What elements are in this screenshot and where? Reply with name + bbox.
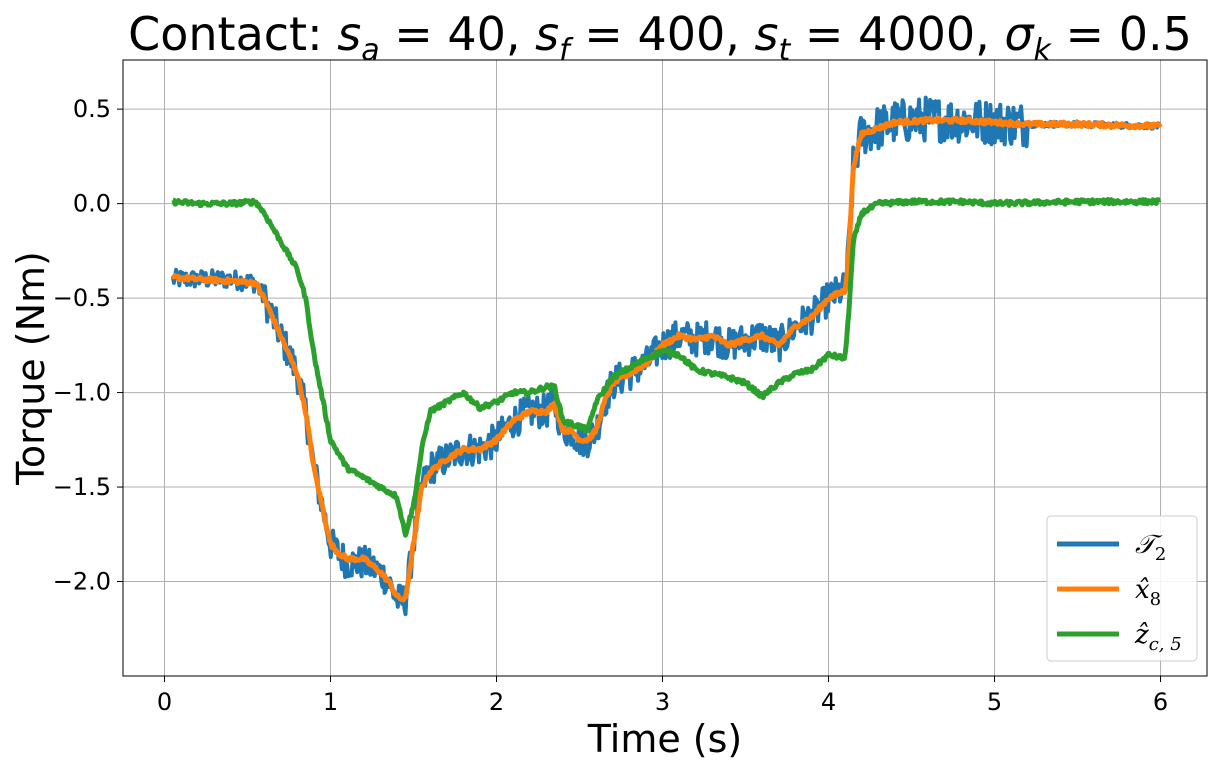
axis-ticks: 0 1 2 3 4 5 6 0.5 0.0 −0.5 −1.0 −1.5 −2.0 [53,95,1168,716]
grid [123,60,1207,676]
y-tick-label: −2.0 [53,568,111,596]
series-line-2 [170,115,1163,603]
x-axis-label: Time (s) [587,717,743,761]
series-line-3 [171,197,1162,538]
svg-text:Contact: sa = 40, sf = 400, st: Contact: sa = 40, sf = 400, st = 4000, σ… [128,7,1192,68]
series-group [170,95,1163,617]
x-tick-label: 2 [489,688,504,716]
y-tick-label: −1.5 [53,473,111,501]
chart-title: Contact: sa = 40, sf = 400, st = 4000, σ… [128,7,1192,68]
x-tick-label: 6 [1153,688,1168,716]
legend-label: ẑc, 5 [1134,620,1182,655]
x-tick-label: 0 [157,688,172,716]
y-axis-label: Torque (Nm) [9,251,53,486]
legend-box [1046,515,1198,662]
y-tick-label: −1.0 [53,379,111,407]
plot-frame [122,59,1208,677]
x-tick-label: 5 [987,688,1002,716]
y-tick-label: 0.0 [73,190,111,218]
x-tick-label: 4 [821,688,836,716]
x-tick-label: 1 [323,688,338,716]
series-line-1 [170,95,1162,617]
legend-label: x̂8 [1135,575,1161,610]
y-tick-label: 0.5 [73,95,111,123]
legend: 𝒯2x̂8ẑc, 5 [1046,515,1198,662]
y-tick-label: −0.5 [53,284,111,312]
x-tick-label: 3 [655,688,670,716]
